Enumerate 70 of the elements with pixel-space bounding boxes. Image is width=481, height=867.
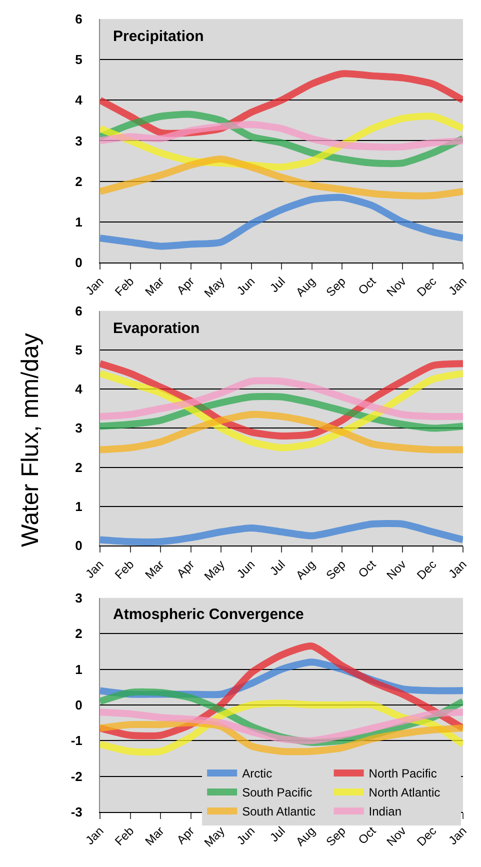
- legend-label: North Atlantic: [368, 786, 440, 800]
- y-axis-title: Water Flux, mm/day: [17, 333, 44, 547]
- y-tick-label: 3: [75, 133, 82, 148]
- x-tick-label: Jun: [234, 274, 258, 298]
- x-tick-label: May: [201, 274, 228, 300]
- y-tick-label: 1: [75, 498, 82, 514]
- y-tick-label: 5: [75, 52, 82, 68]
- x-tick-label: Jan: [446, 824, 470, 848]
- y-tick-label: 4: [75, 382, 84, 397]
- x-tick-label: Jun: [234, 557, 258, 582]
- x-tick-label: Dec: [414, 274, 440, 300]
- x-tick-label: Nov: [384, 557, 409, 582]
- y-tick-label: 5: [75, 342, 82, 358]
- y-tick-label: 0: [75, 255, 82, 270]
- y-tick-label: 3: [75, 420, 82, 436]
- y-tick-label: 2: [75, 460, 82, 475]
- x-tick-label: Oct: [356, 556, 380, 581]
- y-tick-label: 1: [75, 214, 82, 230]
- x-tick-label: May: [201, 824, 228, 850]
- y-tick-label: -2: [70, 768, 82, 784]
- y-tick-label: 6: [75, 12, 82, 27]
- legend-label: North Pacific: [368, 766, 437, 781]
- y-tick-label: 2: [75, 626, 82, 642]
- x-tick-label: Apr: [174, 824, 198, 847]
- x-tick-label: Aug: [293, 557, 318, 582]
- y-tick-label: 1: [75, 662, 82, 677]
- x-tick-label: Dec: [414, 824, 440, 849]
- x-tick-label: Jan: [82, 274, 106, 298]
- x-tick-label: Jul: [267, 274, 288, 296]
- legend-label: South Pacific: [242, 786, 312, 800]
- x-tick-label: Jun: [234, 824, 258, 848]
- y-tick-label: 0: [75, 698, 82, 712]
- x-tick-label: Jan: [446, 274, 470, 298]
- x-tick-label: Mar: [142, 274, 167, 299]
- x-tick-label: Sep: [323, 274, 349, 300]
- x-tick-label: Jul: [267, 824, 288, 845]
- y-tick-label: 6: [75, 303, 82, 318]
- legend-label: Indian: [368, 804, 402, 819]
- x-tick-label: Feb: [112, 824, 137, 848]
- x-tick-label: May: [201, 557, 228, 584]
- x-tick-label: Dec: [414, 557, 440, 582]
- x-tick-label: Feb: [112, 274, 137, 299]
- y-tick-label: -3: [70, 804, 82, 820]
- y-tick-label: 0: [75, 538, 82, 554]
- y-tick-label: 4: [75, 92, 84, 108]
- x-tick-label: Feb: [112, 557, 137, 582]
- x-tick-label: Jan: [82, 824, 106, 848]
- x-tick-label: Sep: [323, 824, 349, 849]
- x-tick-label: Sep: [323, 557, 349, 582]
- x-tick-label: Jan: [82, 557, 106, 582]
- y-tick-label: 3: [75, 590, 82, 606]
- x-tick-label: Nov: [384, 274, 409, 300]
- text: Evaporation: [113, 320, 200, 337]
- x-tick-label: Nov: [384, 824, 409, 849]
- x-tick-label: Mar: [142, 824, 167, 848]
- x-tick-label: Oct: [356, 823, 380, 847]
- x-tick-label: Jul: [267, 557, 288, 578]
- text: Atmospheric Convergence: [113, 606, 304, 623]
- text: Precipitation: [113, 28, 204, 45]
- x-tick-label: Jan: [446, 557, 470, 582]
- x-tick-label: Aug: [293, 274, 318, 300]
- y-tick-label: 2: [75, 174, 82, 189]
- x-tick-label: Apr: [174, 557, 198, 581]
- legend-label: Arctic: [242, 766, 272, 781]
- x-tick-label: Mar: [142, 557, 167, 582]
- y-tick-label: -1: [70, 733, 82, 748]
- x-tick-label: Oct: [356, 274, 380, 298]
- x-tick-label: Apr: [174, 274, 198, 298]
- legend-label: South Atlantic: [242, 804, 316, 819]
- x-tick-label: Aug: [293, 824, 318, 849]
